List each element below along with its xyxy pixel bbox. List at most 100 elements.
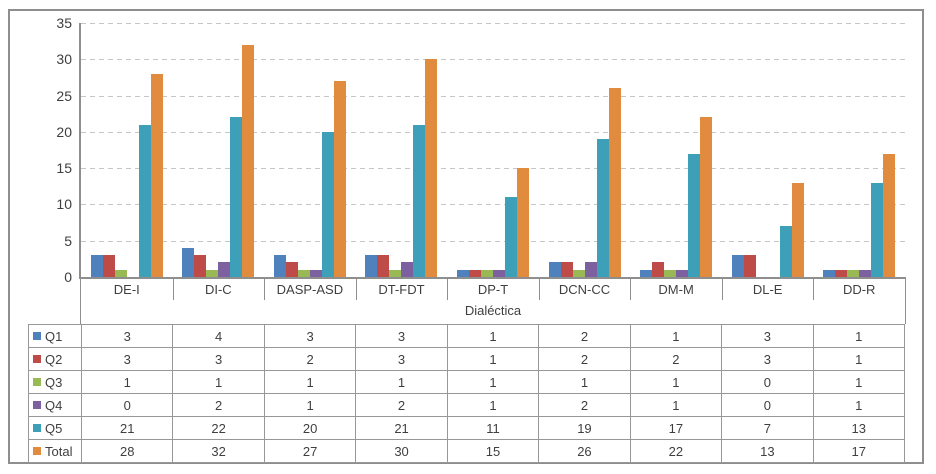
table-value-cell: 11 bbox=[447, 417, 540, 440]
x-axis-category-label: DD-R bbox=[842, 282, 876, 297]
bar-group-dt-fdt bbox=[356, 23, 448, 277]
bar-q2 bbox=[102, 255, 115, 277]
x-axis-category-label: DASP-ASD bbox=[276, 282, 344, 297]
table-value-cell: 1 bbox=[447, 371, 540, 394]
table-value-cell: 3 bbox=[82, 325, 174, 348]
y-axis-tick-label: 35 bbox=[56, 15, 72, 31]
legend-key-cell: Q5 bbox=[29, 417, 82, 440]
bar-group-dd-r bbox=[813, 23, 905, 277]
table-value-cell: 2 bbox=[173, 394, 265, 417]
table-value-cell: 1 bbox=[264, 394, 357, 417]
bar-q5 bbox=[596, 139, 609, 277]
table-value-cell: 0 bbox=[82, 394, 174, 417]
data-table: Q1 3 4 3 3 1 2 1 3 1 Q2 3 3 2 3 1 2 2 3 1 Q3 1 1 1 1 1 1 1 0 1 Q4 0 2 1 2 1… bbox=[28, 324, 905, 463]
bar-q5 bbox=[688, 154, 701, 277]
table-value-cell: 20 bbox=[264, 417, 357, 440]
bar-q2 bbox=[468, 270, 481, 277]
table-value-cell: 15 bbox=[447, 440, 540, 463]
bar-q4 bbox=[401, 262, 414, 277]
x-axis-line bbox=[79, 277, 905, 279]
table-value-cell: 17 bbox=[630, 417, 723, 440]
table-value-cell: 21 bbox=[82, 417, 174, 440]
table-value-cell: 1 bbox=[630, 394, 723, 417]
x-axis-category-label: DT-FDT bbox=[378, 282, 425, 297]
bar-q2 bbox=[743, 255, 756, 277]
bar-q4 bbox=[859, 270, 872, 277]
bar-q3 bbox=[114, 270, 127, 277]
gridline bbox=[81, 240, 905, 242]
bar-q5 bbox=[779, 226, 792, 277]
table-value-cell: 1 bbox=[173, 371, 265, 394]
x-axis-title: Dialéctica bbox=[464, 303, 522, 318]
bar-total bbox=[791, 183, 804, 277]
table-value-cell: 1 bbox=[813, 348, 905, 371]
bar-q2 bbox=[285, 262, 298, 277]
x-axis-category-label: DCN-CC bbox=[558, 282, 611, 297]
y-axis-tick-label: 20 bbox=[56, 123, 72, 140]
bar-q5 bbox=[413, 125, 426, 277]
bar-q3 bbox=[572, 270, 585, 277]
table-value-cell: 1 bbox=[813, 325, 905, 348]
bar-group-dasp-asd bbox=[264, 23, 356, 277]
table-value-cell: 2 bbox=[630, 348, 723, 371]
bar-q4 bbox=[309, 270, 322, 277]
bar-q5 bbox=[504, 197, 517, 277]
x-axis-tick bbox=[538, 277, 540, 300]
bar-q3 bbox=[664, 270, 677, 277]
bar-q1 bbox=[731, 255, 744, 277]
bar-total bbox=[700, 117, 713, 277]
table-value-cell: 17 bbox=[813, 440, 905, 463]
gridline bbox=[81, 168, 905, 170]
bar-group-dm-m bbox=[630, 23, 722, 277]
table-value-cell: 1 bbox=[264, 371, 357, 394]
bar-q4 bbox=[676, 270, 689, 277]
bar-q4 bbox=[584, 262, 597, 277]
y-axis-tick-label: 15 bbox=[56, 160, 72, 177]
table-value-cell: 1 bbox=[630, 325, 723, 348]
gridline bbox=[81, 23, 905, 24]
bar-q5 bbox=[138, 125, 151, 277]
table-value-cell: 1 bbox=[447, 348, 540, 371]
table-value-cell: 27 bbox=[264, 440, 357, 463]
plot-left-boundary-line bbox=[80, 277, 81, 324]
table-value-cell: 22 bbox=[630, 440, 723, 463]
x-axis-tick bbox=[721, 277, 723, 300]
table-value-cell: 1 bbox=[813, 394, 905, 417]
gridline bbox=[81, 59, 905, 61]
gridline bbox=[81, 95, 905, 97]
bar-q5 bbox=[230, 117, 243, 277]
table-value-cell: 26 bbox=[539, 440, 631, 463]
y-axis-tick-label: 30 bbox=[56, 51, 72, 68]
legend-color-swatch-q2 bbox=[33, 355, 41, 363]
table-value-cell: 32 bbox=[173, 440, 265, 463]
y-axis-tick-label: 5 bbox=[64, 232, 72, 249]
table-value-cell: 0 bbox=[722, 394, 814, 417]
bar-q5 bbox=[871, 183, 884, 277]
bar-q3 bbox=[847, 270, 860, 277]
table-value-cell: 1 bbox=[356, 371, 448, 394]
table-value-cell: 1 bbox=[630, 371, 723, 394]
legend-label: Total bbox=[45, 443, 73, 459]
table-value-cell: 3 bbox=[356, 325, 448, 348]
legend-label: Q2 bbox=[45, 351, 63, 367]
bar-q2 bbox=[194, 255, 207, 277]
bar-q2 bbox=[377, 255, 390, 277]
bar-q1 bbox=[823, 270, 836, 277]
table-value-cell: 13 bbox=[813, 417, 905, 440]
table-value-cell: 1 bbox=[447, 325, 540, 348]
legend-key-cell: Total bbox=[29, 440, 82, 463]
bar-q3 bbox=[480, 270, 493, 277]
x-axis-tick bbox=[447, 277, 449, 300]
bar-q3 bbox=[297, 270, 310, 277]
table-value-cell: 1 bbox=[447, 394, 540, 417]
bar-q2 bbox=[652, 262, 665, 277]
bar-q5 bbox=[321, 132, 334, 277]
bar-q4 bbox=[218, 262, 231, 277]
legend-color-swatch-q5 bbox=[33, 424, 41, 432]
table-value-cell: 1 bbox=[82, 371, 174, 394]
table-value-cell: 2 bbox=[539, 348, 631, 371]
legend-key-cell: Q3 bbox=[29, 371, 82, 394]
x-axis-category-label: DE-I bbox=[113, 282, 140, 297]
bar-q1 bbox=[640, 270, 653, 277]
table-value-cell: 0 bbox=[722, 371, 814, 394]
